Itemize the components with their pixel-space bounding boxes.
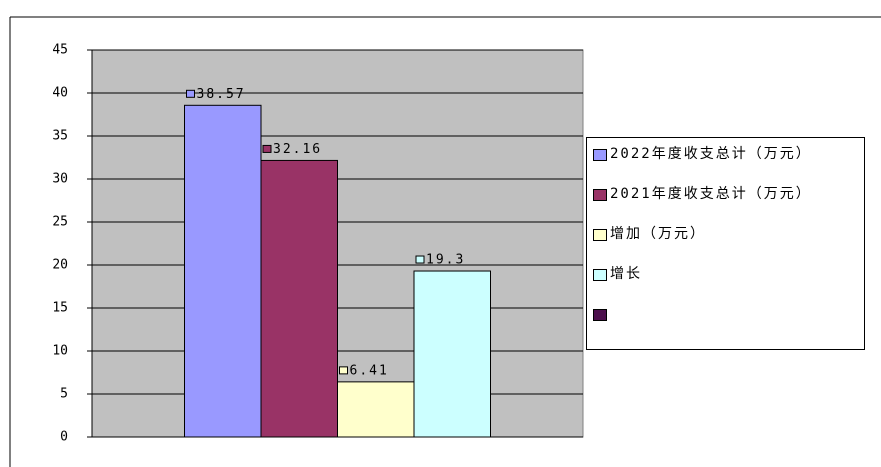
y-tick-label: 5 (60, 387, 68, 402)
bar (260, 159, 338, 438)
y-tick-label: 15 (52, 301, 68, 316)
y-tick-label: 10 (52, 344, 68, 359)
label-key (262, 144, 272, 153)
y-tick-label: 45 (52, 43, 68, 58)
bar (184, 104, 262, 438)
legend-label: 增长 (610, 266, 642, 282)
legend-swatch (593, 309, 607, 321)
y-tick-label: 35 (52, 129, 68, 144)
label-key (186, 89, 195, 98)
legend-swatch (593, 269, 607, 281)
bar (413, 270, 491, 438)
legend: 2022年度收支总计（万元） 2021年度收支总计（万元） 增加（万元） 增长 (586, 137, 865, 350)
legend-item: 增长 (593, 266, 858, 306)
legend-swatch (593, 149, 607, 161)
data-label: 32.16 (273, 142, 322, 157)
data-label: 6.41 (350, 363, 389, 378)
label-key (415, 255, 425, 264)
legend-label: 2021年度收支总计（万元） (610, 186, 812, 202)
y-tick-label: 20 (52, 258, 68, 273)
legend-item (593, 306, 858, 346)
legend-label: 2022年度收支总计（万元） (610, 146, 812, 162)
legend-swatch (593, 229, 607, 241)
y-tick-label: 0 (60, 430, 68, 445)
data-label: 38.57 (197, 87, 246, 102)
legend-item: 2021年度收支总计（万元） (593, 186, 858, 226)
y-tick-label: 40 (52, 86, 68, 101)
bar (337, 381, 415, 438)
y-tick-label: 25 (52, 215, 68, 230)
legend-item: 增加（万元） (593, 226, 858, 266)
label-key (339, 366, 348, 375)
data-label: 19.3 (426, 253, 465, 268)
legend-label: 增加（万元） (610, 226, 706, 242)
legend-swatch (593, 189, 607, 201)
legend-item: 2022年度收支总计（万元） (593, 146, 858, 186)
y-tick-label: 30 (52, 172, 68, 187)
